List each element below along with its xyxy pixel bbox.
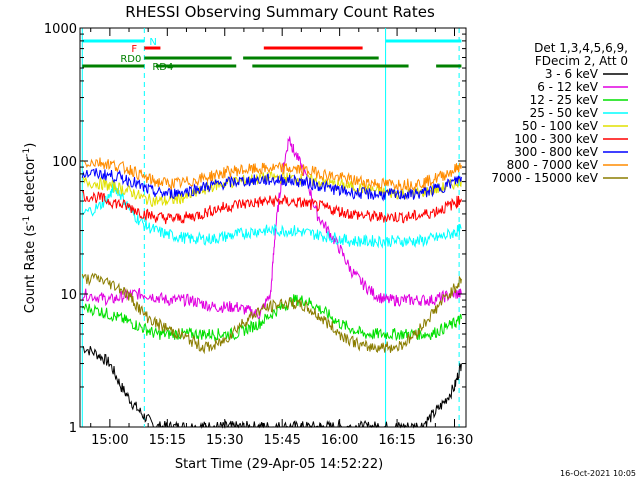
- series-line-2: [81, 294, 462, 342]
- series-line-1: [81, 135, 462, 320]
- legend-header-line-2: FDecim 2, Att 0: [535, 54, 628, 68]
- y-axis-label-sup-1: -1: [22, 216, 32, 225]
- y-axis-label-mid: detector: [23, 156, 38, 216]
- series-line-5: [81, 190, 462, 225]
- x-axis-label: Start Time (29-Apr-05 14:52:22): [175, 457, 383, 472]
- y-axis-label-sup-2: -1: [22, 148, 32, 157]
- x-tick-label: 16:30: [436, 433, 473, 448]
- x-tick-label: 16:00: [321, 433, 358, 448]
- y-axis-ticks: 1 10 100 1000: [44, 22, 466, 436]
- x-tick-label: 16:15: [378, 433, 415, 448]
- chart-title: RHESSI Observing Summary Count Rates: [125, 3, 435, 21]
- y-axis-label-suffix: ): [23, 143, 38, 148]
- x-tick-label: 15:00: [91, 433, 128, 448]
- legend: Det 1,3,4,5,6,9, FDecim 2, Att 0 3 - 6 k…: [491, 41, 628, 185]
- flag-label-n: N: [149, 37, 156, 48]
- flag-label-f: F: [131, 44, 137, 55]
- flag-label-rd0: RD0: [120, 54, 141, 65]
- legend-entry-label-6: 300 - 800 keV: [514, 145, 598, 159]
- series-group: [81, 135, 462, 429]
- legend-entry-label-7: 800 - 7000 keV: [507, 158, 599, 172]
- x-axis-ticks: 15:00 15:15 15:30 15:45 16:00 16:15 16:30: [90, 28, 473, 448]
- legend-entry-label-8: 7000 - 15000 keV: [491, 171, 598, 185]
- footer-timestamp: 16-Oct-2021 10:05: [560, 469, 636, 478]
- y-tick-label: 10: [60, 288, 77, 303]
- legend-entry-label-1: 6 - 12 keV: [537, 80, 599, 94]
- legend-entry-label-3: 25 - 50 keV: [530, 106, 599, 120]
- flag-label-rd4: RD4: [152, 62, 173, 73]
- legend-header-line-1: Det 1,3,4,5,6,9,: [534, 41, 628, 55]
- x-tick-label: 15:30: [206, 433, 243, 448]
- x-tick-label: 15:15: [149, 433, 186, 448]
- x-tick-label: 15:45: [263, 433, 300, 448]
- y-tick-label: 1: [69, 421, 77, 436]
- series-line-3: [82, 181, 462, 249]
- y-axis-label: Count Rate (s-1 detector-1): [22, 143, 38, 314]
- y-tick-label: 100: [52, 155, 77, 170]
- legend-entry-label-4: 50 - 100 keV: [522, 119, 599, 133]
- legend-entry-label-2: 12 - 25 keV: [530, 93, 599, 107]
- series-line-6: [81, 168, 462, 202]
- vertical-markers: [81, 28, 460, 427]
- series-line-0: [82, 346, 462, 429]
- y-tick-label: 1000: [44, 22, 77, 37]
- legend-entry-label-0: 3 - 6 keV: [545, 67, 599, 81]
- y-axis-label-prefix: Count Rate (s: [23, 225, 38, 314]
- series-line-8: [81, 272, 462, 355]
- legend-entry-label-5: 100 - 300 keV: [514, 132, 598, 146]
- series-line-7: [82, 157, 462, 192]
